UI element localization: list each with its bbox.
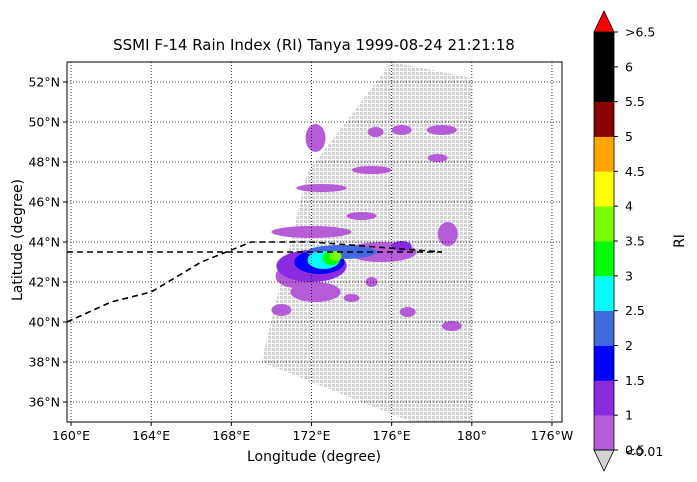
x-tick-label-1: 160°E: [52, 428, 90, 443]
rain-patch-2: [290, 282, 341, 302]
rain-patch-4: [271, 226, 352, 238]
colorbar-bin-1: [594, 415, 614, 451]
rain-patch-22: [441, 321, 462, 331]
x-tick-label-5: 176°E: [373, 428, 411, 443]
colorbar-tick-label-10: 2: [625, 338, 633, 353]
x-tick-label-6: 180°: [457, 428, 487, 443]
y-tick-label-8: 50°N: [28, 115, 60, 130]
y-tick-label-4: 42°N: [28, 275, 60, 290]
rain-patch-15: [351, 166, 392, 174]
x-tick-label-3: 168°E: [212, 428, 250, 443]
chart-title: SSMI F-14 Rain Index (RI) Tanya 1999-08-…: [113, 36, 515, 54]
colorbar-bin-2: [594, 380, 614, 416]
y-axis-label: Latitude (degree): [10, 179, 26, 301]
colorbar-tick-label-3: 5.5: [625, 94, 645, 109]
colorbar-bin-6: [594, 241, 614, 277]
y-tick-label-9: 52°N: [28, 75, 60, 90]
y-tick-label-3: 40°N: [28, 315, 60, 330]
colorbar-under-arrow: [593, 449, 615, 472]
rain-patch-23: [365, 277, 378, 287]
plot-body: [67, 62, 562, 422]
x-tick-label-4: 172°E: [292, 428, 330, 443]
colorbar-over-arrow: [593, 10, 615, 33]
colorbar-bin-3: [594, 345, 614, 381]
colorbar-tick-label-13: 0.5: [625, 443, 645, 458]
storm-track: [67, 241, 442, 323]
colorbar-tick-label-6: 4: [625, 199, 633, 214]
colorbar-bin-5: [594, 275, 614, 311]
rain-patch-20: [437, 222, 458, 246]
colorbar-bin-10: [594, 101, 614, 137]
rain-patch-17: [391, 125, 412, 135]
y-tick-label-6: 46°N: [28, 195, 60, 210]
colorbar-bin-9: [594, 136, 614, 172]
rain-patch-25: [399, 307, 416, 317]
y-tick-label-1: 36°N: [28, 395, 60, 410]
x-tick-label-7: 176°W: [531, 428, 573, 443]
colorbar-tick-label-8: 3: [625, 268, 633, 283]
colorbar-tick-label-bottom: <0.01: [625, 444, 663, 459]
colorbar-bin-11: [594, 66, 614, 102]
rain-patch-10: [329, 251, 342, 261]
rain-patch-14: [296, 184, 347, 192]
colorbar-tick-label-12: 1: [625, 408, 633, 423]
rain-patch-11: [391, 241, 412, 251]
colorbar-tick-label-1: >6.5: [625, 25, 655, 40]
colorbar-bin-4: [594, 310, 614, 346]
swath-footprint: [261, 62, 472, 422]
rain-patch-18: [426, 125, 457, 135]
colorbar: >6.5 6 5.5 5 4.5 4 3.5 3 2.5 2 1.5 1 0.5<0.01: [593, 10, 663, 472]
colorbar-bin-7: [594, 206, 614, 242]
rain-patch-12: [271, 304, 292, 316]
x-tick-label-2: 164°E: [132, 428, 170, 443]
rain-patch-16: [367, 127, 384, 137]
colorbar-tick-label-4: 5: [625, 129, 633, 144]
colorbar-tick-label-7: 3.5: [625, 234, 645, 249]
rain-patch-13: [305, 124, 326, 152]
rain-patch-19: [427, 154, 448, 162]
y-tick-label-5: 44°N: [28, 235, 60, 250]
colorbar-tick-label-2: 6: [625, 59, 633, 74]
y-tick-label-2: 38°N: [28, 355, 60, 370]
colorbar-tick-label-11: 1.5: [625, 373, 645, 388]
plot-area: 160°E 164°E 168°E 172°E 176°E 180° 176°W 36°N 38…: [28, 61, 573, 443]
colorbar-label: RI: [672, 234, 688, 248]
colorbar-bin-12: [594, 32, 614, 68]
x-axis-label: Longitude (degree): [247, 449, 381, 465]
rain-patch-21: [346, 212, 377, 220]
rain-patch-24: [343, 294, 360, 302]
colorbar-bin-8: [594, 171, 614, 207]
y-tick-label-7: 48°N: [28, 155, 60, 170]
colorbar-tick-label-9: 2.5: [625, 303, 645, 318]
colorbar-tick-label-5: 4.5: [625, 164, 645, 179]
